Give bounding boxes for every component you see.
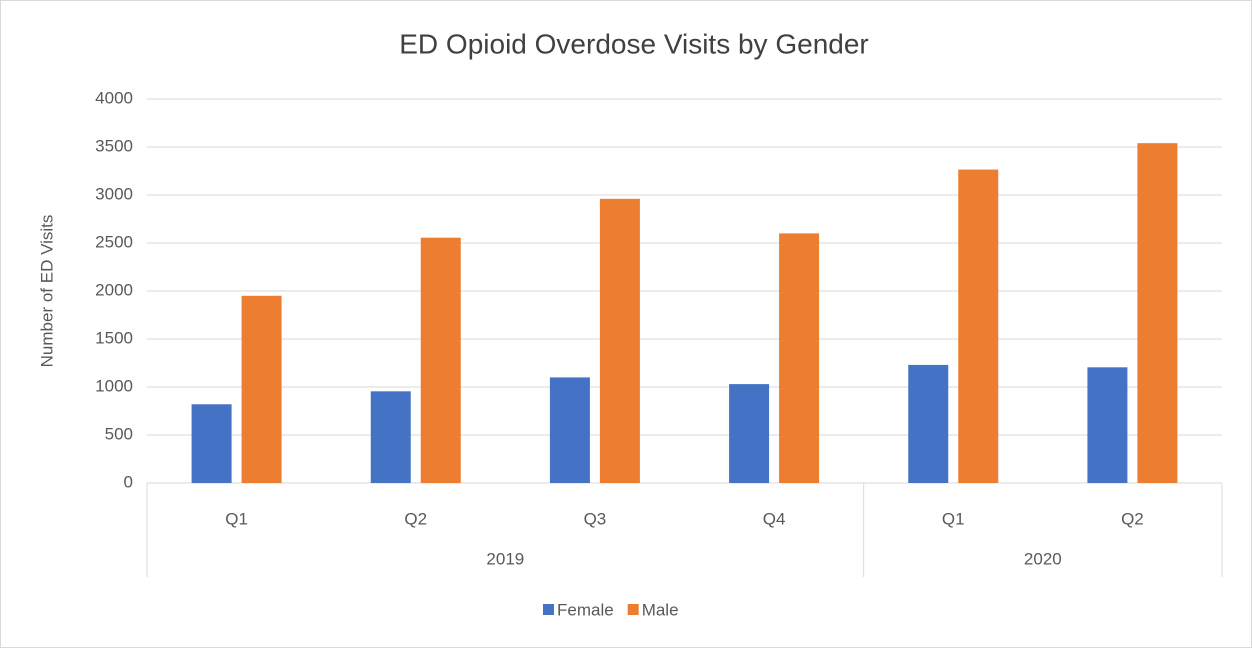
x-tick-label: Q3 [584, 509, 607, 528]
x-tick-label: Q1 [225, 509, 248, 528]
bar [779, 233, 820, 483]
bar [549, 377, 590, 483]
chart-title: ED Opioid Overdose Visits by Gender [399, 28, 868, 59]
y-tick-label: 500 [105, 424, 133, 443]
legend-label: Female [557, 600, 614, 619]
group-label: 2020 [1024, 549, 1062, 568]
bar [958, 169, 999, 483]
y-tick-label: 1500 [95, 328, 133, 347]
y-tick-label: 3000 [95, 184, 133, 203]
legend-swatch [543, 604, 554, 615]
y-axis-title: Number of ED Visits [37, 215, 56, 368]
x-tick-label: Q2 [1121, 509, 1144, 528]
bar [729, 384, 770, 483]
y-tick-label: 2000 [95, 280, 133, 299]
bar [908, 364, 949, 483]
legend-label: Male [642, 600, 679, 619]
group-label: 2019 [486, 549, 524, 568]
x-tick-label: Q1 [942, 509, 965, 528]
bar [1087, 367, 1128, 483]
legend-swatch [627, 604, 639, 615]
bar [370, 391, 411, 483]
bar [599, 198, 640, 483]
x-tick-label: Q2 [404, 509, 427, 528]
y-tick-label: 2500 [95, 232, 133, 251]
bar [241, 295, 282, 483]
bar [420, 237, 461, 483]
y-tick-label: 0 [124, 472, 133, 491]
bar [191, 404, 232, 483]
y-tick-label: 4000 [95, 88, 133, 107]
y-tick-label: 1000 [95, 376, 133, 395]
bar [1137, 143, 1178, 483]
x-tick-label: Q4 [763, 509, 786, 528]
y-tick-label: 3500 [95, 136, 133, 155]
